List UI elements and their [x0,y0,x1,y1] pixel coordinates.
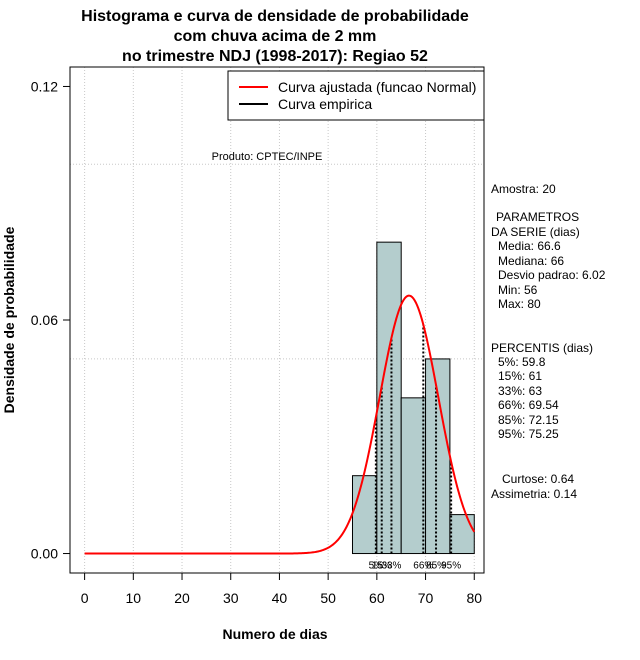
stat-p15: 15%: 61 [498,369,542,383]
y-tick-label-1: 0.06 [31,312,58,328]
legend-empirical-label: Curva empirica [278,96,372,112]
stat-p95: 95%: 75.25 [498,427,559,441]
x-tick-label-5: 50 [320,590,336,606]
x-tick-label-7: 70 [418,590,434,606]
stat-percentis-title: PERCENTIS (dias) [491,341,593,355]
x-tick-label-0: 0 [81,590,89,606]
histogram-bar-3 [425,358,451,555]
histogram-bar-1 [376,241,402,555]
stat-parametros-title-1: PARAMETROS [496,210,579,224]
legend: Curva ajustada (funcao Normal) Curva emp… [227,70,485,121]
x-tick-label-6: 60 [369,590,385,606]
stat-media: Media: 66.6 [498,239,561,253]
legend-box [227,70,485,121]
percentile-label-0: 5% [369,561,384,572]
percentile-label-2: 33% [381,561,401,572]
x-axis-title: Numero de dias [222,626,327,642]
stat-p33: 33%: 63 [498,384,542,398]
y-axis: 0.00 0.06 0.12 [31,78,71,562]
percentile-labels: 5%15%33% 66%85%95% [369,561,462,572]
x-tick-label-4: 40 [272,590,288,606]
histogram-bar-2 [400,397,427,555]
stat-min: Min: 56 [498,283,538,297]
percentile-label-3: 66% [413,561,433,572]
histogram-bar-0 [351,475,378,555]
stat-amostra: Amostra: 20 [491,182,556,196]
y-tick-label-2: 0.12 [31,78,58,94]
percentile-lines [374,324,453,554]
x-tick-label-8: 80 [466,590,482,606]
credit-text: Produto: CPTEC/INPE [212,151,323,163]
x-tick-label-2: 20 [174,590,190,606]
y-axis-title: Densidade de probabilidade [1,226,17,413]
stat-assimetria: Assimetria: 0.14 [491,487,577,501]
stat-curtose: Curtose: 0.64 [502,472,574,486]
y-tick-label-0: 0.00 [31,546,58,562]
stat-max: Max: 80 [498,297,541,311]
normal-curve-line [84,294,476,555]
stat-parametros-title-2: DA SERIE (dias) [491,225,580,239]
chart-title-line-2: com chuva acima de 2 mm [174,28,377,45]
stat-mediana: Mediana: 66 [498,254,564,268]
x-tick-label-3: 30 [223,590,239,606]
percentile-label-1: 15% [372,561,392,572]
x-axis: 0 10 20 30 40 50 60 70 80 [81,572,482,606]
stat-desvio: Desvio padrao: 6.02 [498,268,606,282]
stat-p5: 5%: 59.8 [498,355,546,369]
x-tick-label-1: 10 [126,590,142,606]
histogram-bar-4 [449,514,475,555]
chart-title-line-1: Histograma e curva de densidade de proba… [81,8,469,25]
histogram-bars [351,241,475,555]
percentile-label-4: 85% [426,561,446,572]
chart-title-line-3: no trimestre NDJ (1998-2017): Regiao 52 [122,48,428,65]
stat-p85: 85%: 72.15 [498,413,559,427]
percentile-label-5: 95% [441,561,461,572]
legend-curve-label: Curva ajustada (funcao Normal) [278,79,476,95]
stat-p66: 66%: 69.54 [498,398,559,412]
stats-panel: Amostra: 20 PARAMETROS DA SERIE (dias) M… [491,182,606,501]
